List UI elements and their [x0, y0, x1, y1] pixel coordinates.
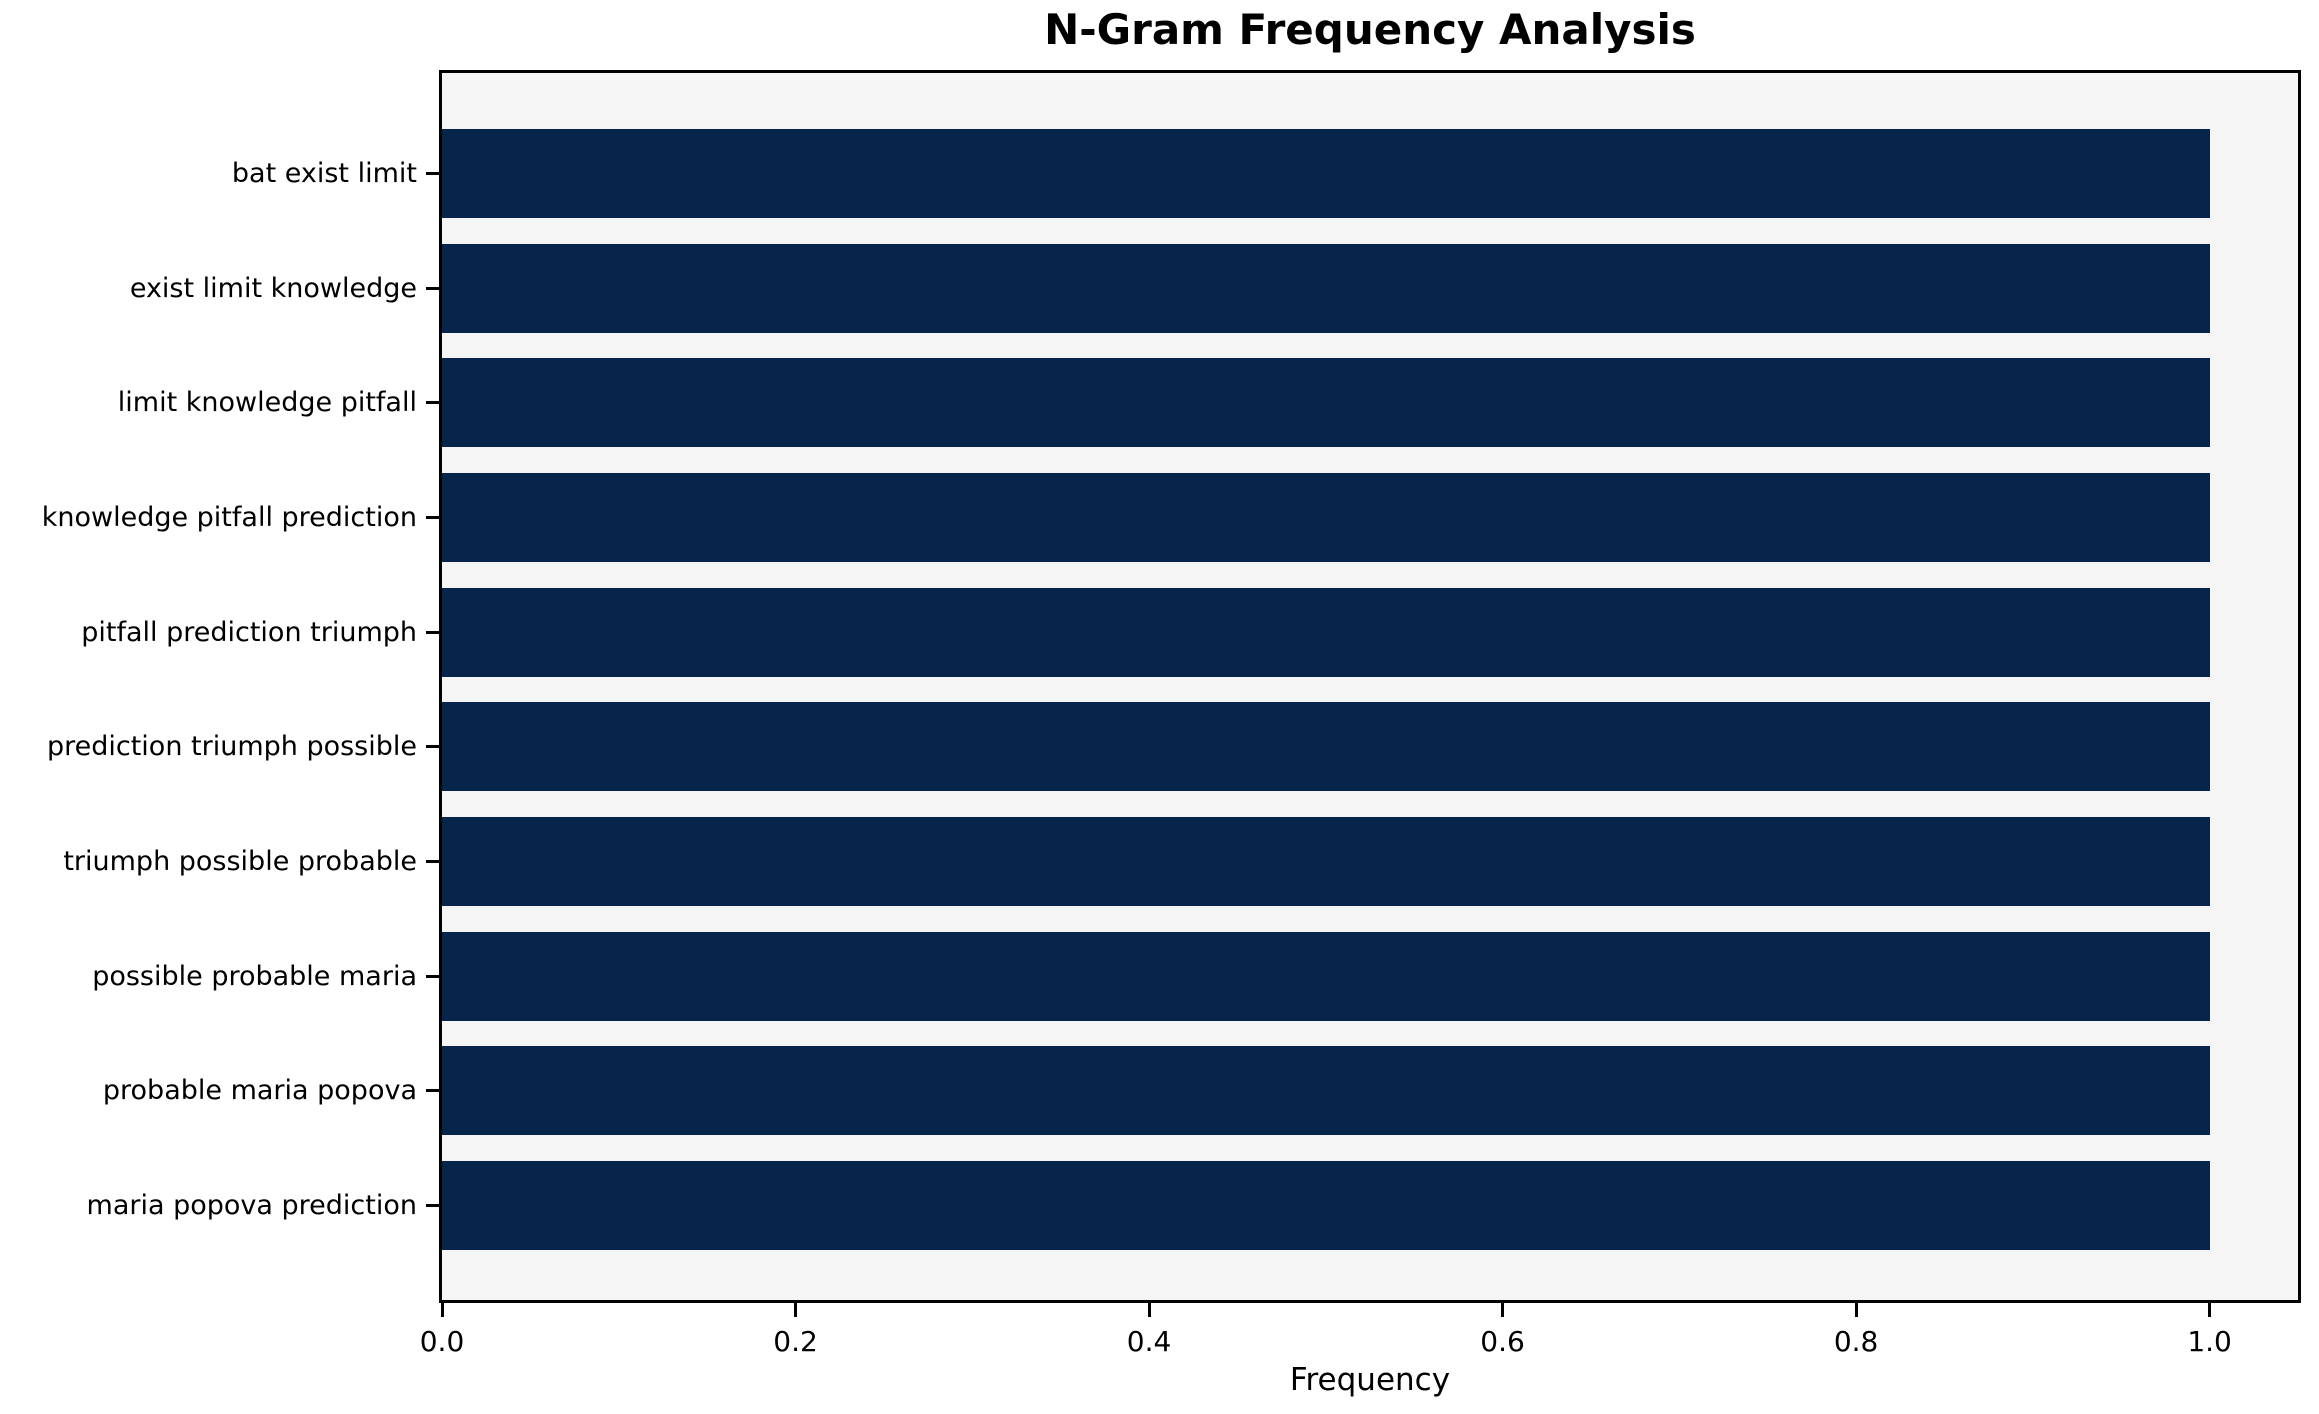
x-tick-mark	[1501, 1303, 1505, 1317]
y-tick-mark	[426, 630, 439, 634]
x-tick-label: 0.8	[1833, 1325, 1879, 1358]
x-tick-mark	[1147, 1303, 1151, 1317]
y-tick-label: pitfall prediction triumph	[81, 616, 417, 648]
x-tick-label: 0.6	[1480, 1325, 1525, 1358]
y-tick-row: exist limit knowledge	[0, 244, 439, 333]
bar	[442, 702, 2210, 792]
x-axis-title: Frequency	[1289, 1362, 1451, 1398]
x-tick-mark	[440, 1303, 444, 1317]
y-tick-label: triumph possible probable	[63, 845, 417, 877]
y-tick-mark	[426, 745, 439, 749]
y-axis-labels: bat exist limit exist limit knowledge limi…	[0, 73, 439, 1300]
x-tick-label: 0.2	[773, 1325, 818, 1358]
y-tick-mark	[426, 1089, 439, 1093]
x-tick-mark	[1854, 1303, 1858, 1317]
y-tick-mark	[426, 1203, 439, 1207]
y-tick-label: knowledge pitfall prediction	[41, 501, 417, 533]
y-tick-row: knowledge pitfall prediction	[0, 473, 439, 562]
y-tick-row: probable maria popova	[0, 1046, 439, 1135]
plot-area	[439, 70, 2301, 1303]
bar	[442, 472, 2210, 562]
y-tick-row: possible probable maria	[0, 932, 439, 1021]
bar	[442, 816, 2210, 906]
y-tick-label: exist limit knowledge	[129, 272, 417, 304]
x-axis: 0.0 0.2 0.4 0.6 0.8 1.0	[420, 1303, 2298, 1383]
y-tick-mark	[426, 401, 439, 405]
bar	[442, 587, 2210, 677]
y-tick-label: maria popova prediction	[86, 1189, 417, 1221]
y-tick-row: triumph possible probable	[0, 817, 439, 906]
y-tick-row: bat exist limit	[0, 129, 439, 218]
chart-title: N-Gram Frequency Analysis	[1044, 5, 1696, 54]
x-tick-mark	[2208, 1303, 2212, 1317]
y-tick-label: bat exist limit	[231, 158, 417, 189]
y-tick-mark	[426, 974, 439, 978]
y-tick-mark	[426, 286, 439, 290]
bar	[442, 129, 2210, 218]
y-tick-mark	[426, 859, 439, 863]
y-tick-row: pitfall prediction triumph	[0, 588, 439, 677]
y-tick-label: limit knowledge pitfall	[117, 387, 417, 419]
y-tick-label: probable maria popova	[102, 1075, 417, 1107]
y-tick-row: maria popova prediction	[0, 1161, 439, 1250]
y-tick-mark	[426, 172, 439, 175]
y-tick-label: possible probable maria	[92, 960, 417, 992]
bar	[442, 931, 2210, 1021]
x-tick-label: 0.0	[419, 1325, 465, 1358]
bar-series	[442, 73, 2298, 1300]
x-tick-label: 1.0	[2187, 1325, 2232, 1358]
x-tick-mark	[794, 1303, 798, 1317]
y-tick-mark	[426, 515, 439, 519]
bar	[442, 1046, 2210, 1136]
y-tick-label: prediction triumph possible	[46, 731, 417, 763]
x-tick-label: 0.4	[1126, 1325, 1172, 1358]
y-tick-row: limit knowledge pitfall	[0, 358, 439, 447]
y-tick-row: prediction triumph possible	[0, 702, 439, 791]
bar	[442, 358, 2210, 448]
bar	[442, 1160, 2210, 1250]
bar	[442, 243, 2210, 333]
